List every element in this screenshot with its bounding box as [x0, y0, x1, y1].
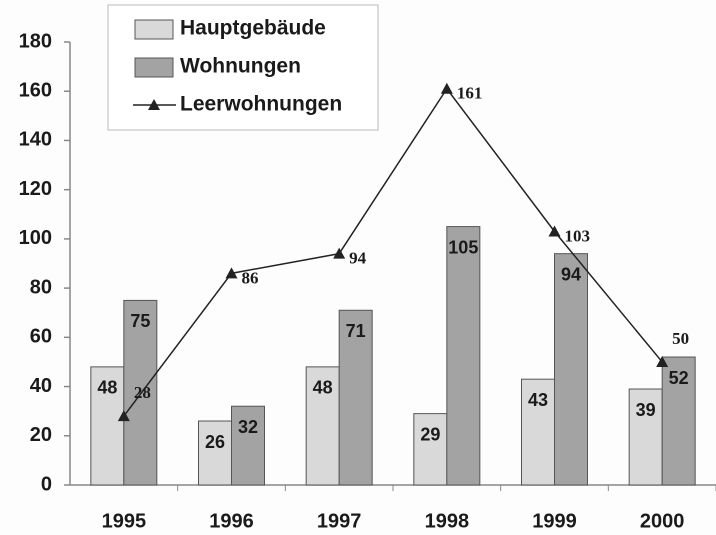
y-tick-label: 160	[19, 80, 52, 102]
bar	[554, 253, 588, 486]
bar-value-label: 26	[205, 432, 225, 452]
line-marker	[656, 355, 669, 367]
legend-label: Hauptgebäude	[180, 17, 326, 40]
legend-label: Wohnungen	[180, 55, 301, 78]
y-tick-label: 0	[41, 473, 52, 495]
y-tick-label: 100	[19, 227, 52, 249]
legend-label: Leerwohnungen	[180, 93, 342, 116]
bar-value-label: 48	[97, 378, 117, 398]
bar-value-label: 43	[528, 390, 548, 410]
line-value-label: 103	[565, 226, 591, 245]
line-value-label: 28	[134, 383, 151, 402]
bar-value-label: 75	[130, 311, 150, 331]
y-tick-label: 140	[19, 129, 52, 151]
bar	[90, 366, 125, 486]
legend-swatch	[134, 19, 174, 40]
x-tick-label: 1996	[209, 510, 254, 532]
line	[123, 87, 663, 417]
bar-value-label: 52	[669, 368, 689, 388]
bar-value-label: 71	[346, 321, 366, 341]
line-marker	[117, 410, 130, 422]
y-tick-label: 40	[30, 375, 52, 397]
x-tick-label: 2000	[640, 510, 685, 532]
bar	[661, 356, 696, 486]
x-tick-label: 1999	[532, 510, 577, 532]
x-tick-label: 1998	[425, 510, 470, 532]
bar	[446, 226, 481, 486]
y-tick-label: 180	[19, 30, 52, 52]
line-value-label: 50	[672, 329, 689, 348]
bar-value-label: 39	[636, 400, 656, 420]
line-marker	[333, 247, 346, 259]
bar-value-label: 105	[448, 237, 478, 257]
bar	[123, 299, 158, 486]
bar	[413, 413, 448, 486]
bar-value-label: 29	[420, 424, 440, 444]
y-tick-label: 20	[30, 424, 52, 446]
y-tick-label: 60	[30, 326, 52, 348]
y-tick-label: 80	[30, 276, 52, 298]
bar-value-label: 32	[238, 417, 258, 437]
bar	[231, 405, 265, 486]
legend-swatch	[134, 57, 174, 78]
x-tick-label: 1997	[317, 510, 362, 532]
bar	[198, 420, 232, 486]
line-marker	[548, 225, 561, 237]
line-marker	[225, 267, 238, 279]
line-value-label: 86	[242, 268, 259, 287]
legend-marker	[148, 99, 160, 110]
bar	[338, 309, 373, 486]
line-value-label: 94	[349, 249, 367, 268]
bar-value-label: 48	[313, 378, 333, 398]
x-tick-label: 1995	[102, 510, 147, 532]
line-value-label: 161	[457, 84, 483, 103]
bar-value-label: 94	[561, 264, 581, 284]
line-marker	[440, 82, 453, 94]
y-tick-label: 120	[19, 178, 52, 200]
bar	[305, 366, 340, 486]
